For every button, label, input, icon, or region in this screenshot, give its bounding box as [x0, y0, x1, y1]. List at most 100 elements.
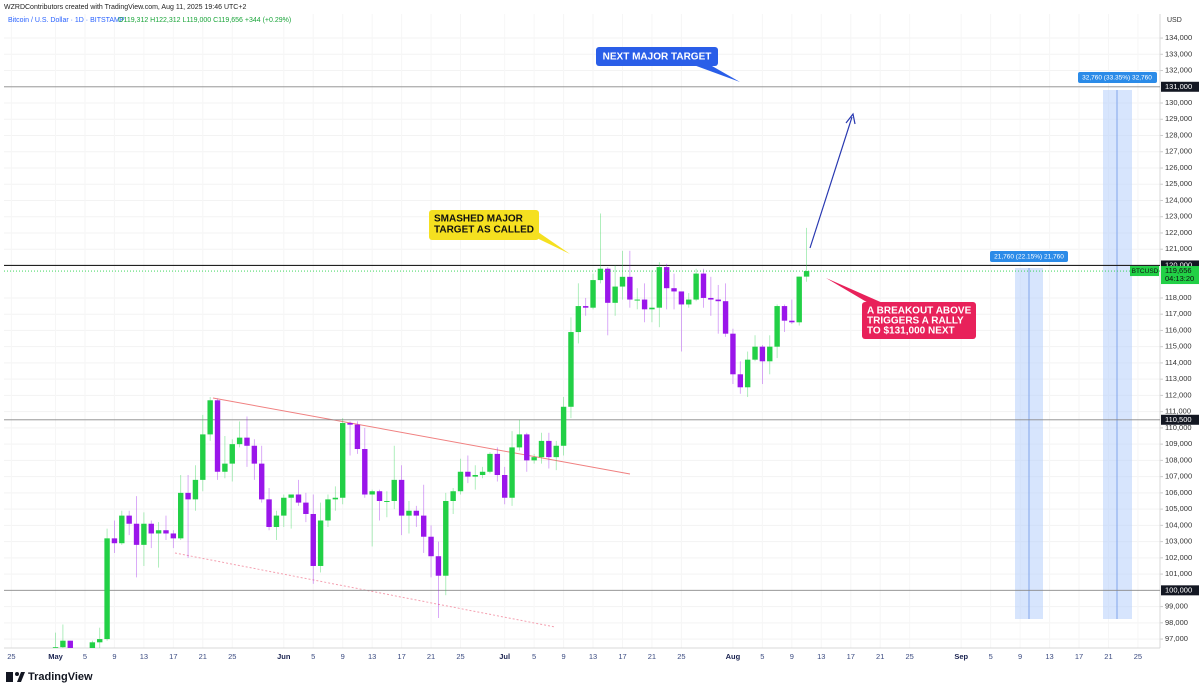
- candles: [52, 213, 810, 648]
- y-tick-label: 130,000: [1165, 98, 1192, 107]
- y-tick-label: 117,000: [1165, 309, 1192, 318]
- measure-label-box: [990, 251, 1068, 262]
- candle-body: [119, 515, 125, 544]
- candle-body: [303, 502, 309, 514]
- candle-body: [148, 523, 154, 534]
- x-tick-label: 13: [589, 652, 597, 661]
- candle-body: [568, 332, 574, 407]
- candle-body: [340, 423, 346, 498]
- candle-body: [443, 500, 449, 576]
- x-tick-label: May: [48, 652, 63, 661]
- x-tick-label: 21: [1104, 652, 1112, 661]
- x-tick-label: 21: [648, 652, 656, 661]
- candle-body: [384, 500, 390, 502]
- level-label-box: [1161, 260, 1199, 271]
- y-tick-label: 98,000: [1165, 618, 1188, 627]
- candle-body: [472, 475, 478, 477]
- x-tick-label: 9: [1018, 652, 1022, 661]
- candle-body: [185, 492, 191, 500]
- logo-mark: [17, 672, 25, 682]
- logo-mark: [6, 672, 13, 682]
- measure-range: [1103, 90, 1132, 619]
- measure-label: 21,760 (22.15%) 21,760: [994, 254, 1064, 261]
- candle-body: [708, 297, 714, 300]
- x-tick-label: Sep: [954, 652, 968, 661]
- candle-body: [641, 299, 648, 310]
- x-tick-label: 25: [456, 652, 464, 661]
- candle-body: [281, 497, 287, 516]
- candle-body: [781, 306, 788, 321]
- x-tick-label: 21: [199, 652, 207, 661]
- candle-body: [796, 276, 802, 323]
- candle-body: [457, 471, 464, 492]
- credit: WZRDContributors created with TradingVie…: [4, 4, 246, 11]
- candle-body: [767, 346, 773, 362]
- candle-body: [686, 299, 692, 305]
- y-tick-label: 122,000: [1165, 228, 1192, 237]
- x-tick-label: 13: [140, 652, 148, 661]
- x-tick-label: 13: [1045, 652, 1053, 661]
- trend-line: [212, 397, 631, 475]
- callout-text: SMASHED MAJOR: [434, 214, 524, 225]
- candle-body: [155, 530, 162, 534]
- x-tick-label: Jun: [277, 652, 291, 661]
- candle-body: [229, 444, 235, 464]
- y-tick-label: 103,000: [1165, 537, 1192, 546]
- candle-body: [671, 288, 677, 292]
- candle-body: [774, 306, 780, 347]
- candle-body: [413, 510, 420, 516]
- level-label-box: [1161, 585, 1199, 596]
- candle-body: [67, 640, 73, 648]
- candle-body: [752, 346, 758, 360]
- y-tick-label: 132,000: [1165, 66, 1192, 75]
- candle-body: [479, 471, 486, 476]
- y-tick-label: 116,000: [1165, 325, 1192, 334]
- y-tick-label: 118,000: [1165, 293, 1192, 302]
- candle-body: [494, 453, 501, 476]
- y-tick-label: 107,000: [1165, 472, 1192, 481]
- candle-body: [619, 276, 626, 287]
- y-tick-label: 99,000: [1165, 602, 1188, 611]
- candle-body: [259, 463, 265, 500]
- arrow: [809, 116, 853, 249]
- candle-body: [111, 538, 118, 544]
- callout: [596, 47, 718, 66]
- candle-body: [524, 434, 530, 461]
- candle-body: [214, 400, 221, 472]
- candle-body: [192, 479, 199, 500]
- candle-body: [450, 491, 456, 501]
- x-tick-label: 17: [1075, 652, 1083, 661]
- y-tick-label: 127,000: [1165, 147, 1192, 156]
- x-tick-label: 9: [112, 652, 116, 661]
- symbol: Bitcoin / U.S. Dollar · 1D · BITSTAMP: [8, 17, 125, 24]
- x-tick-label: 17: [847, 652, 855, 661]
- candle-body: [104, 538, 110, 640]
- candle-body: [325, 499, 331, 521]
- x-tick-label: 21: [876, 652, 884, 661]
- callout-text: A BREAKOUT ABOVE: [867, 306, 972, 317]
- candle-body: [501, 475, 508, 498]
- candle-body: [332, 497, 339, 500]
- candle-body: [288, 494, 294, 498]
- measure-label-box: [1078, 72, 1157, 83]
- candle-body: [722, 301, 729, 334]
- candle-body: [744, 359, 751, 388]
- grid: [4, 14, 1163, 648]
- candle-body: [251, 445, 258, 464]
- candle-body: [60, 640, 66, 648]
- level-label: 131,000: [1165, 82, 1192, 91]
- candle-body: [590, 280, 596, 308]
- x-tick-label: 9: [562, 652, 566, 661]
- callout: [862, 302, 976, 339]
- candle-body: [362, 449, 368, 495]
- candle-body: [737, 374, 744, 388]
- y-tick-label: 134,000: [1165, 33, 1192, 42]
- axis-unit: USD: [1167, 17, 1182, 24]
- y-tick-label: 101,000: [1165, 569, 1192, 578]
- logo-text: TradingView: [28, 671, 93, 683]
- x-tick-label: 5: [83, 652, 87, 661]
- candle-body: [649, 307, 655, 310]
- y-tick-label: 125,000: [1165, 179, 1192, 188]
- y-tick-label: 112,000: [1165, 390, 1192, 399]
